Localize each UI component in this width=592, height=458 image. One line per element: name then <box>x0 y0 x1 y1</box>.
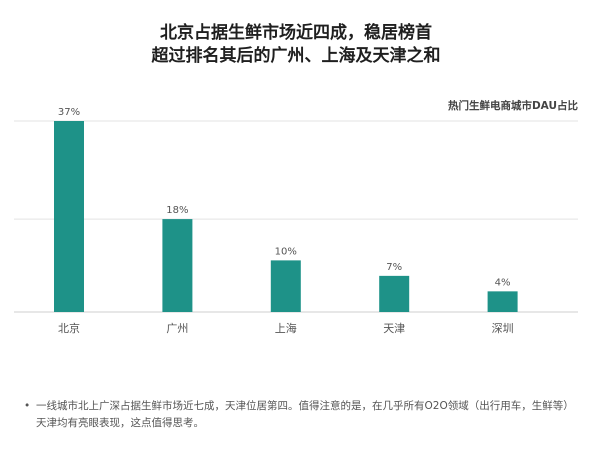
value-label-1: 18% <box>166 205 188 216</box>
category-label-0: 北京 <box>58 321 80 335</box>
bar-3 <box>379 275 410 312</box>
footnote-text: 一线城市北上广深占据生鲜市场近七成，天津位居第四。值得注意的是，在几乎所有O2O… <box>36 400 574 429</box>
chart-subtitle: 热门生鲜电商城市DAU占比 <box>447 100 578 112</box>
bar-2 <box>270 260 301 312</box>
chart-title-line2: 超过排名其后的广州、上海及天津之和 <box>151 46 441 66</box>
bar-1 <box>162 219 193 312</box>
category-label-1: 广州 <box>166 322 188 335</box>
bar-4 <box>487 291 518 312</box>
category-label-4: 深圳 <box>492 322 514 335</box>
value-label-2: 10% <box>275 246 297 257</box>
bar-0 <box>54 121 84 312</box>
category-label-3: 天津 <box>383 322 405 335</box>
value-label-3: 7% <box>386 262 402 273</box>
value-label-4: 4% <box>495 277 511 288</box>
category-label-2: 上海 <box>275 321 297 335</box>
chart-title-line1: 北京占据生鲜市场近四成，稳居榜首 <box>160 23 432 43</box>
note-bullet: • <box>24 400 31 412</box>
value-label-0: 37% <box>58 107 80 118</box>
bar-chart: 37% 北京 18% 广州 10% 上海 7% 天津 4% 深圳 <box>14 107 578 335</box>
